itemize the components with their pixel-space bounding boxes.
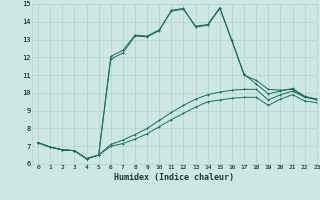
X-axis label: Humidex (Indice chaleur): Humidex (Indice chaleur): [115, 173, 234, 182]
